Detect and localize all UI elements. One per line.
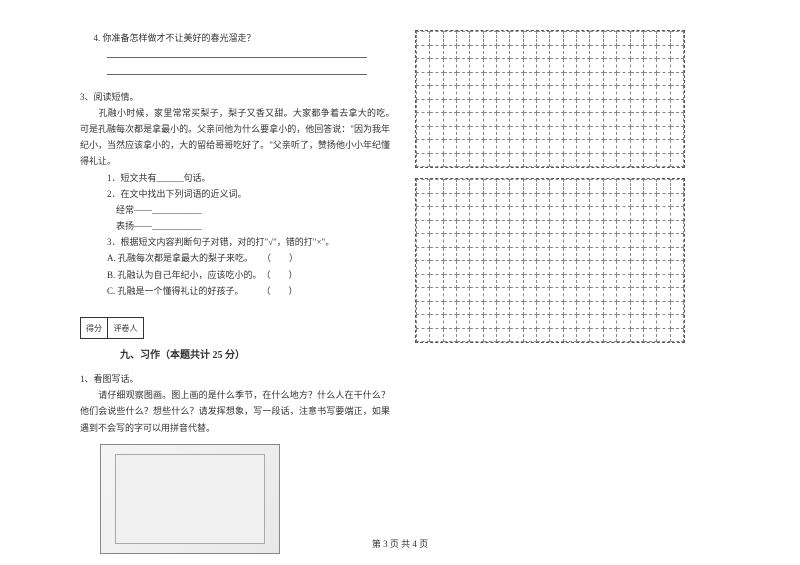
option-b: B. 孔融认为自己年纪小，应该吃小的。 （ ） xyxy=(80,267,390,283)
right-column xyxy=(415,30,685,554)
synonym-b: 表扬——___________ xyxy=(80,218,390,234)
section-9-title: 九、习作（本题共计 25 分） xyxy=(120,347,390,365)
answer-line xyxy=(80,63,390,80)
page-footer: 第 3 页 共 4 页 xyxy=(0,537,800,550)
writing-grid-1 xyxy=(415,30,685,168)
question-3-header: 3、阅读短情。 xyxy=(80,89,390,105)
synonym-a: 经常——___________ xyxy=(80,202,390,218)
writing-grid-2 xyxy=(415,178,685,343)
writing-q1-text: 请仔细观察图画。图上画的是什么季节，在什么地方？什么人在干什么？他们会说些什么？… xyxy=(80,387,390,436)
page-content: 4. 你准备怎样做才不让美好的春光溜走？ 3、阅读短情。 孔融小时候，家里常常买… xyxy=(80,30,750,554)
sub-question-2: 2．在文中找出下列词语的近义词。 xyxy=(80,186,390,202)
writing-q1-header: 1、看图写话。 xyxy=(80,371,390,387)
sub-question-1: 1．短文共有______句话。 xyxy=(80,170,390,186)
left-column: 4. 你准备怎样做才不让美好的春光溜走？ 3、阅读短情。 孔融小时候，家里常常买… xyxy=(80,30,390,554)
answer-line xyxy=(80,46,390,63)
reading-passage: 孔融小时候，家里常常买梨子，梨子又香又甜。大家都争着去拿大的吃。 可是孔融每次都… xyxy=(80,105,390,170)
score-label-2: 评卷人 xyxy=(108,317,144,339)
option-a: A. 孔融每次都是拿最大的梨子来吃。 （ ） xyxy=(80,250,390,266)
question-4: 4. 你准备怎样做才不让美好的春光溜走？ xyxy=(80,30,390,46)
option-c: C. 孔融是一个懂得礼让的好孩子。 （ ） xyxy=(80,283,390,299)
sub-question-3: 3．根据短文内容判断句子对错，对的打"√"，错的打"×"。 xyxy=(80,234,390,250)
score-label-1: 得分 xyxy=(80,317,108,339)
score-box: 得分 评卷人 xyxy=(80,317,144,339)
section-header: 得分 评卷人 xyxy=(80,317,390,339)
